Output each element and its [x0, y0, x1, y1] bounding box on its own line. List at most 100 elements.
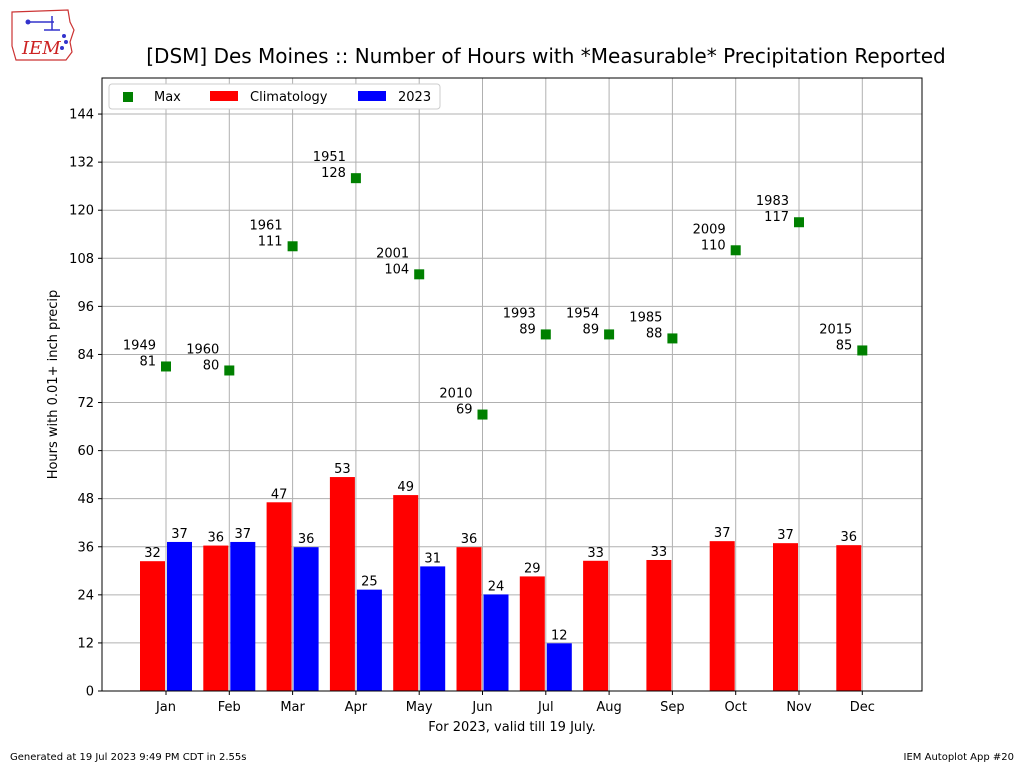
bar-label-climatology: 33 — [587, 546, 604, 561]
max-year-label: 1993 — [503, 306, 536, 321]
max-marker-may — [414, 269, 425, 280]
max-marker-feb — [224, 365, 235, 376]
bar-label-climatology: 47 — [271, 487, 288, 502]
max-value-label: 128 — [321, 166, 346, 181]
max-year-label: 1951 — [313, 150, 346, 165]
y-tick-label: 0 — [86, 685, 94, 700]
x-tick-label: Jan — [155, 700, 176, 715]
bar-climatology-mar — [266, 502, 292, 691]
max-value-label: 110 — [701, 238, 726, 253]
bar-2023-feb — [230, 541, 256, 691]
legend-box — [108, 83, 441, 110]
footer-generated-text: Generated at 19 Jul 2023 9:49 PM CDT in … — [10, 752, 247, 763]
max-year-label: 1983 — [756, 194, 789, 209]
max-value-label: 89 — [519, 322, 536, 337]
bar-label-climatology: 37 — [714, 526, 731, 541]
bar-climatology-oct — [709, 541, 735, 691]
bar-climatology-nov — [773, 543, 798, 691]
x-tick-label: Nov — [786, 700, 812, 715]
plot-frame — [101, 77, 923, 692]
x-tick-label: Feb — [218, 700, 241, 715]
y-tick-label: 60 — [77, 444, 94, 459]
bar-label-2023: 31 — [424, 551, 441, 566]
x-tick-label: Jun — [471, 700, 492, 715]
bar-label-climatology: 32 — [144, 546, 161, 561]
bar-label-climatology: 49 — [397, 480, 414, 495]
footer-app-text: IEM Autoplot App #20 — [903, 752, 1014, 763]
x-tick-label: Aug — [596, 700, 621, 715]
max-value-label: 80 — [203, 358, 220, 373]
bar-label-2023: 37 — [235, 527, 252, 542]
max-value-label: 111 — [258, 234, 283, 249]
max-year-label: 1954 — [566, 306, 599, 321]
bar-climatology-feb — [203, 545, 229, 691]
max-year-label: 2001 — [376, 246, 409, 261]
bar-label-climatology: 36 — [841, 530, 858, 545]
x-tick-label: Mar — [280, 700, 305, 715]
y-tick-label: 24 — [77, 588, 94, 603]
bar-label-climatology: 37 — [777, 528, 794, 543]
max-year-label: 2015 — [819, 322, 852, 337]
legend-marker-max — [123, 92, 133, 102]
max-marker-jul — [540, 329, 551, 340]
x-tick-label: Sep — [660, 700, 685, 715]
bar-2023-jul — [546, 643, 572, 691]
y-tick-label: 12 — [77, 636, 94, 651]
y-tick-label: 84 — [77, 348, 94, 363]
max-value-label: 88 — [646, 326, 663, 341]
chart-title: [DSM] Des Moines :: Number of Hours with… — [146, 44, 945, 68]
bar-label-2023: 37 — [171, 527, 188, 542]
max-value-label: 117 — [764, 210, 789, 225]
max-year-label: 1961 — [250, 218, 283, 233]
bar-2023-may — [420, 566, 446, 691]
x-tick-label: Apr — [345, 700, 368, 715]
max-marker-jun — [477, 409, 488, 420]
bar-label-climatology: 53 — [334, 462, 351, 477]
max-value-label: 85 — [836, 338, 853, 353]
bar-2023-jun — [483, 594, 509, 691]
legend-label-climatology: Climatology — [250, 90, 328, 105]
bar-label-climatology: 33 — [651, 545, 668, 560]
bar-2023-jan — [167, 541, 192, 691]
max-marker-sep — [667, 333, 678, 344]
y-tick-label: 36 — [77, 540, 94, 555]
x-axis-label: For 2023, valid till 19 July. — [428, 720, 595, 735]
max-marker-aug — [604, 329, 615, 340]
bar-climatology-jul — [519, 576, 545, 691]
legend-label-2023: 2023 — [398, 90, 431, 105]
max-value-label: 69 — [456, 403, 473, 418]
iem-logo: IEM — [8, 6, 78, 66]
max-marker-nov — [794, 217, 804, 228]
max-year-label: 1949 — [123, 338, 156, 353]
max-marker-apr — [350, 173, 361, 184]
max-year-label: 2009 — [693, 222, 726, 237]
x-tick-label: Jul — [537, 700, 554, 715]
x-tick-label: Dec — [850, 700, 875, 715]
y-tick-label: 108 — [69, 252, 94, 267]
max-marker-jan — [161, 361, 171, 372]
y-tick-label: 96 — [77, 300, 94, 315]
y-tick-label: 132 — [69, 156, 94, 171]
bar-climatology-jan — [140, 561, 165, 691]
bar-climatology-aug — [583, 560, 609, 691]
max-year-label: 1985 — [629, 310, 662, 325]
max-marker-oct — [730, 245, 741, 256]
y-tick-label: 144 — [69, 108, 94, 123]
bar-label-2023: 25 — [361, 575, 378, 590]
y-axis-label: Hours with 0.01+ inch precip — [46, 290, 61, 480]
bar-label-2023: 24 — [488, 579, 505, 594]
max-marker-mar — [287, 241, 298, 252]
max-value-label: 81 — [139, 354, 156, 369]
bar-label-climatology: 36 — [208, 531, 225, 546]
bar-2023-mar — [293, 547, 319, 691]
x-tick-label: May — [406, 700, 433, 715]
max-marker-dec — [857, 345, 868, 356]
bar-climatology-may — [393, 495, 419, 691]
y-tick-label: 120 — [69, 204, 94, 219]
bar-2023-apr — [356, 589, 382, 691]
max-value-label: 89 — [583, 322, 600, 337]
max-value-label: 104 — [384, 262, 409, 277]
y-tick-label: 48 — [77, 492, 94, 507]
bar-label-climatology: 36 — [461, 532, 478, 547]
